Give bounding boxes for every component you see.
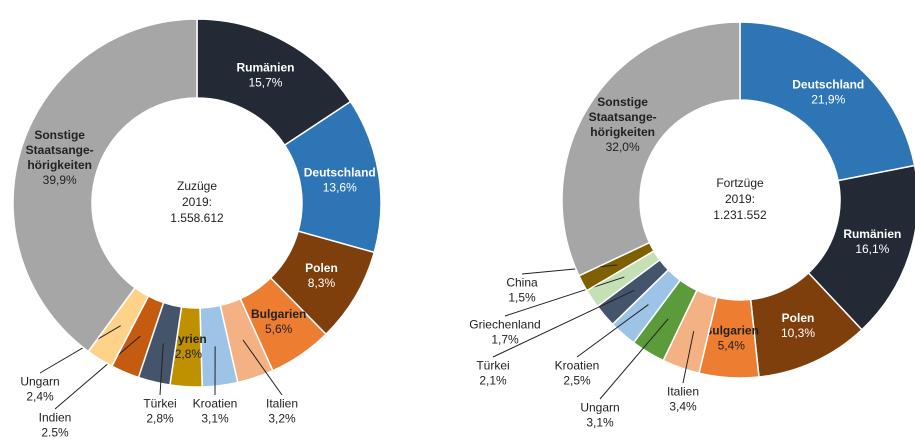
slice-label: Rumänien	[236, 60, 294, 74]
slice-label: Türkei	[143, 397, 176, 411]
value-label: 3,2%	[268, 412, 296, 426]
leader-line	[159, 343, 164, 396]
leader-line	[599, 318, 669, 400]
slice-label: Bulgarien	[251, 307, 306, 321]
center-label: 2019:	[182, 195, 212, 209]
slice	[561, 21, 741, 277]
value-label: 5,6%	[265, 322, 293, 336]
slice-label: Indien	[39, 411, 72, 425]
leader-line	[242, 339, 283, 396]
slice-label: Italien	[667, 385, 699, 399]
slice-label: China	[506, 276, 538, 290]
value-label: 2,8%	[175, 347, 203, 361]
leader-line	[39, 325, 121, 374]
leader-line	[576, 304, 649, 358]
value-label: 13,6%	[323, 180, 357, 194]
center-label: 1.558.612	[170, 211, 224, 225]
slice-label: Kroatien	[555, 359, 600, 373]
center-label: 1.231.552	[713, 208, 767, 222]
slice-label: Türkei	[476, 359, 509, 373]
slice-label: Kroatien	[193, 397, 238, 411]
slice-label: Polen	[782, 311, 815, 325]
leader-line	[54, 335, 141, 410]
value-label: 3,1%	[201, 412, 229, 426]
slice-label: Sonstige	[34, 128, 85, 142]
value-label: 21,9%	[811, 92, 845, 106]
slice-label: Rumänien	[843, 227, 901, 241]
slice-label: Syrien	[170, 332, 207, 346]
center-label: 2019:	[725, 192, 755, 206]
slice	[12, 18, 198, 353]
slice-label: Griechenland	[469, 318, 540, 332]
value-label: 3,1%	[586, 416, 614, 430]
value-label: 39,9%	[43, 173, 77, 187]
value-label: 16,1%	[855, 242, 889, 256]
slice-label: Ungarn	[20, 375, 59, 389]
slice-label: Staatsange-	[589, 110, 657, 124]
value-label: 2,4%	[26, 390, 54, 404]
value-label: 2,1%	[479, 374, 507, 388]
center-label: Fortzüge	[716, 176, 764, 190]
leader-line	[682, 330, 695, 384]
leader-line	[521, 264, 618, 275]
slice-label: Bulgarien	[704, 323, 759, 337]
value-label: 3,4%	[669, 400, 697, 414]
slice-label: Sonstige	[597, 95, 648, 109]
value-label: 2.5%	[41, 426, 69, 440]
value-label: 2,5%	[563, 374, 591, 388]
slice-label: Ungarn	[580, 401, 619, 415]
value-label: 5,4%	[718, 338, 746, 352]
value-label: 15,7%	[248, 75, 282, 89]
slice-label: Deutschland	[304, 165, 376, 179]
slice-label: hörigkeiten	[27, 158, 92, 172]
value-label: 8,3%	[308, 276, 336, 290]
slice	[739, 21, 915, 182]
value-label: 10,3%	[781, 326, 815, 340]
slice-label: Deutschland	[792, 77, 864, 91]
slice-label: Staatsange-	[26, 143, 94, 157]
center-label: Zuzüge	[177, 179, 217, 193]
value-label: 1,5%	[508, 291, 536, 305]
slice-label: Polen	[305, 261, 338, 275]
value-label: 1,7%	[491, 333, 519, 347]
leader-line	[504, 276, 625, 317]
value-label: 2,8%	[146, 412, 174, 426]
slice-label: hörigkeiten	[590, 125, 655, 139]
slice-label: Italien	[266, 397, 298, 411]
leader-line	[492, 289, 635, 358]
value-label: 32,0%	[606, 140, 640, 154]
